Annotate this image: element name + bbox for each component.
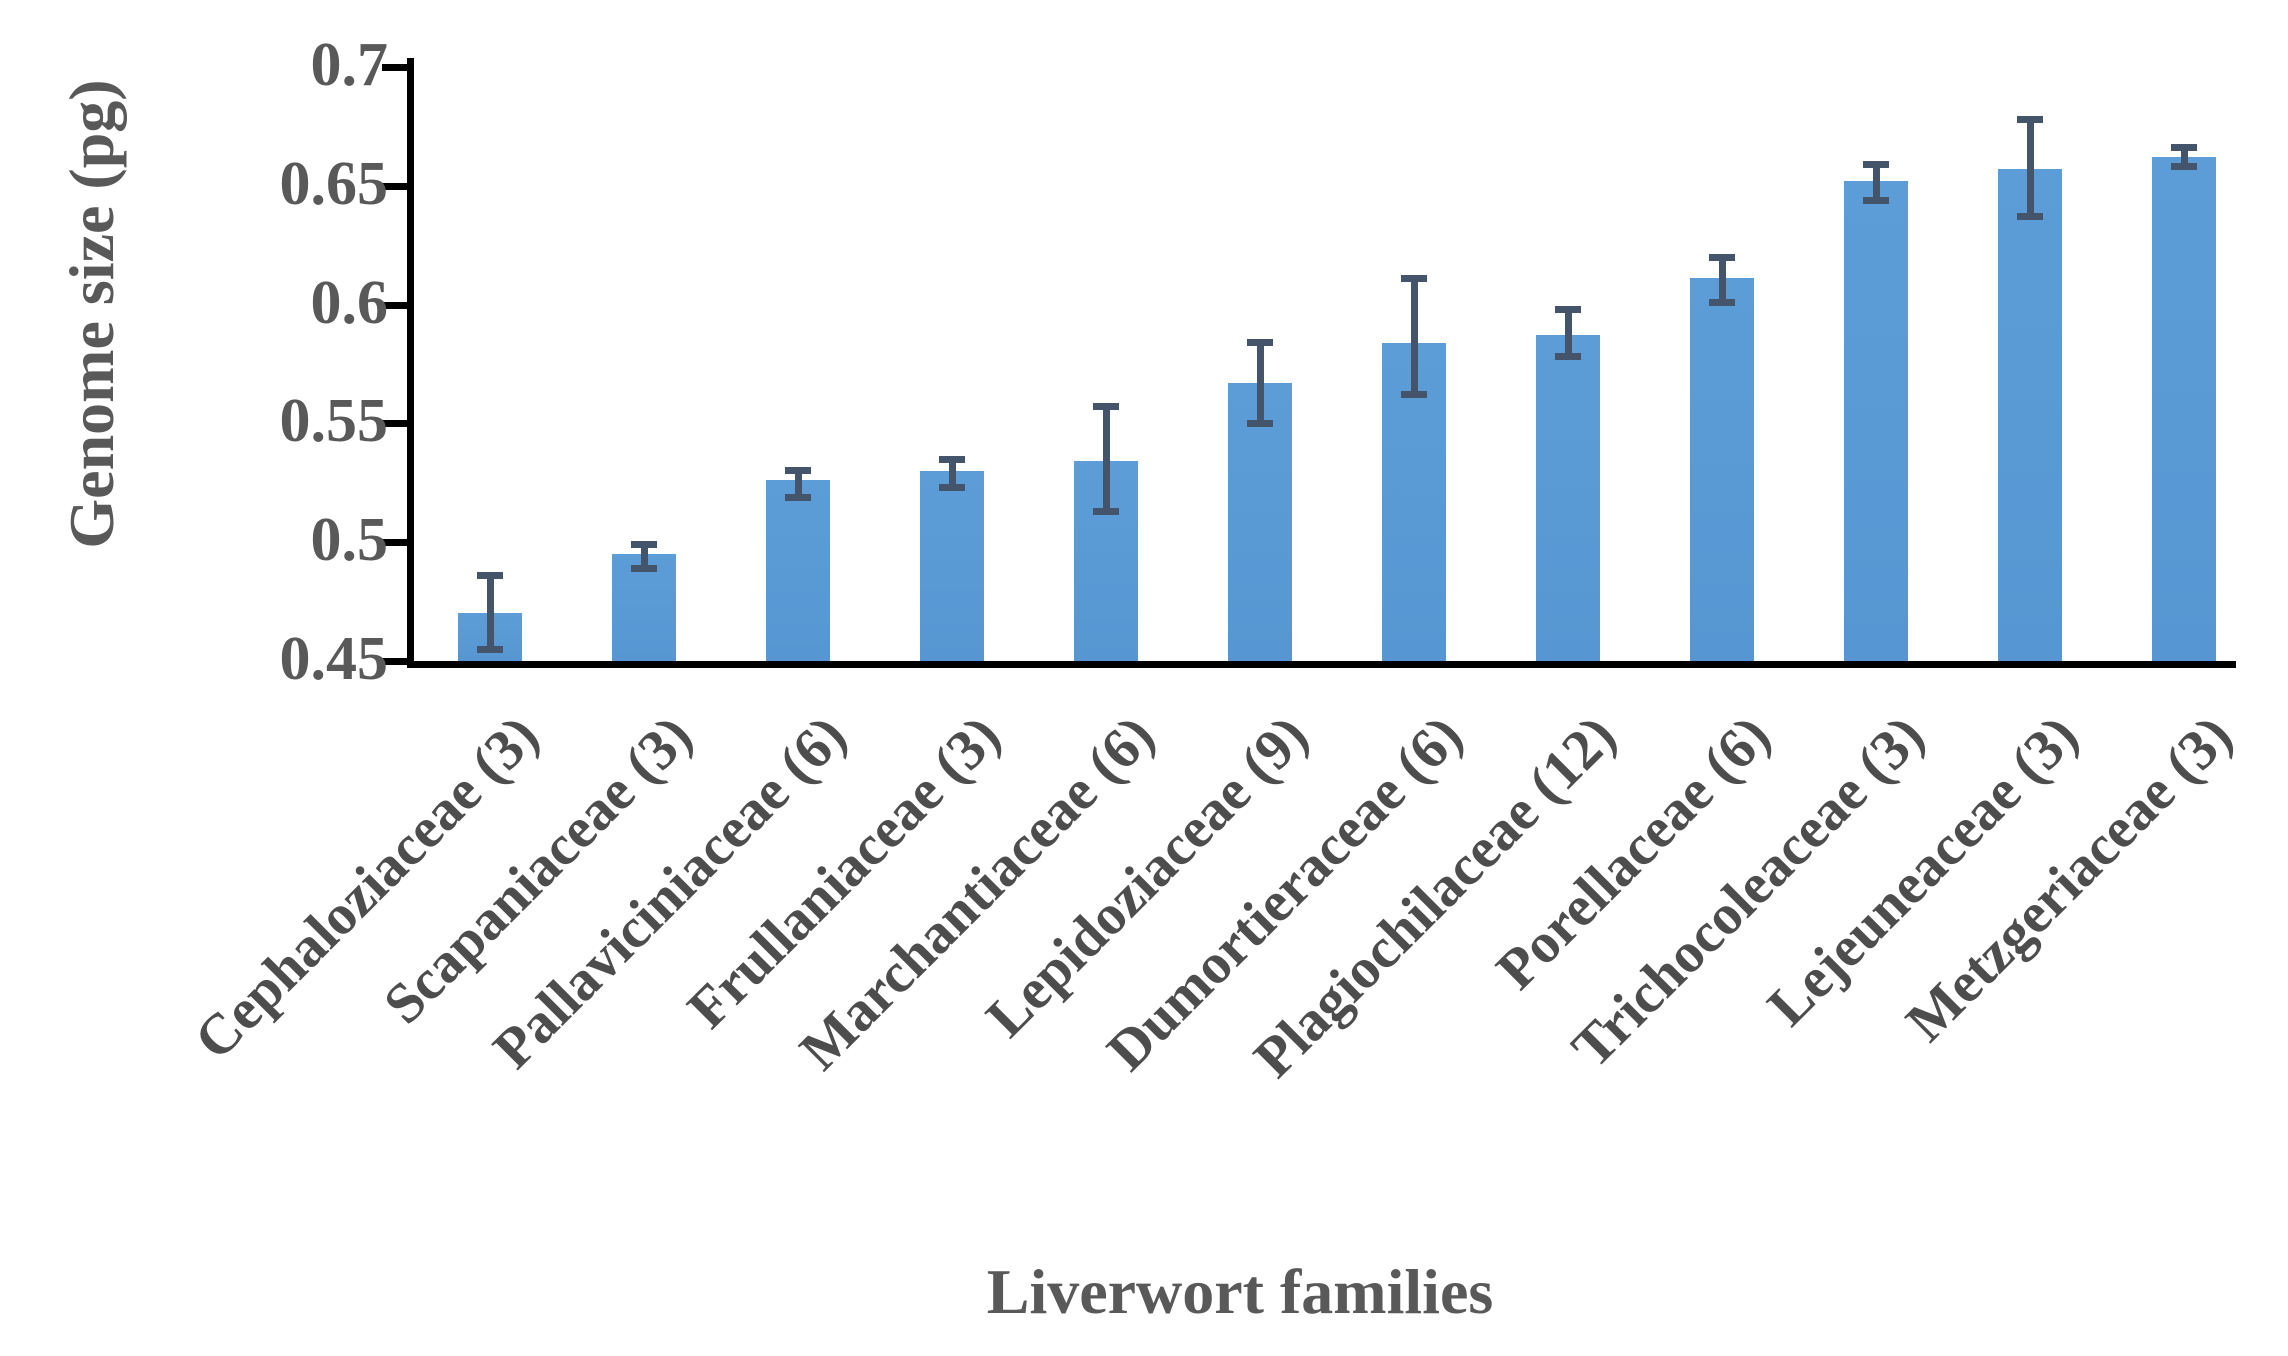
bar bbox=[1998, 169, 2062, 661]
error-bar-cap bbox=[1247, 420, 1273, 427]
bar bbox=[1844, 181, 1908, 661]
error-bar bbox=[795, 471, 802, 497]
bar bbox=[920, 471, 984, 661]
error-bar bbox=[1103, 407, 1110, 512]
y-axis-title: Genome size (pg) bbox=[56, 79, 127, 549]
x-axis-line bbox=[407, 661, 2236, 668]
y-tick-label: 0.7 bbox=[310, 31, 389, 100]
error-bar-cap bbox=[785, 494, 811, 501]
error-bar-cap bbox=[631, 565, 657, 572]
plot-area bbox=[414, 60, 2236, 661]
error-bar bbox=[949, 459, 956, 488]
bar bbox=[2152, 157, 2216, 661]
error-bar-cap bbox=[2017, 213, 2043, 220]
error-bar-cap bbox=[1863, 161, 1889, 168]
y-tick-mark bbox=[382, 183, 410, 190]
error-bar-cap bbox=[785, 467, 811, 474]
error-bar-cap bbox=[1093, 508, 1119, 515]
bar bbox=[1228, 383, 1292, 661]
x-axis-title: Liverwort families bbox=[986, 1256, 1494, 1327]
bar bbox=[1690, 278, 1754, 661]
error-bar bbox=[641, 545, 648, 569]
error-bar bbox=[487, 575, 494, 649]
error-bar-cap bbox=[2171, 144, 2197, 151]
error-bar-cap bbox=[1863, 197, 1889, 204]
error-bar-cap bbox=[939, 484, 965, 491]
y-tick-label: 0.55 bbox=[279, 387, 389, 456]
bar bbox=[1536, 335, 1600, 661]
error-bar bbox=[2027, 119, 2034, 216]
error-bar-cap bbox=[1709, 254, 1735, 261]
y-tick-mark bbox=[382, 658, 410, 665]
bar bbox=[766, 480, 830, 661]
error-bar-cap bbox=[1093, 403, 1119, 410]
error-bar-cap bbox=[477, 572, 503, 579]
error-bar-cap bbox=[631, 541, 657, 548]
error-bar-cap bbox=[1401, 275, 1427, 282]
x-category-label: Porellaceae (6) bbox=[1484, 703, 1783, 1002]
y-tick-mark bbox=[382, 539, 410, 546]
error-bar-cap bbox=[1555, 353, 1581, 360]
y-tick-mark bbox=[382, 302, 410, 309]
error-bar bbox=[1257, 343, 1264, 424]
error-bar-cap bbox=[1555, 306, 1581, 313]
error-bar-cap bbox=[1401, 391, 1427, 398]
error-bar-cap bbox=[2017, 116, 2043, 123]
error-bar bbox=[2181, 148, 2188, 167]
y-tick-mark bbox=[382, 420, 410, 427]
error-bar bbox=[1565, 309, 1572, 357]
y-tick-label: 0.65 bbox=[279, 150, 389, 219]
error-bar-cap bbox=[2171, 163, 2197, 170]
error-bar-cap bbox=[939, 456, 965, 463]
y-tick-mark bbox=[382, 64, 410, 71]
y-tick-label: 0.45 bbox=[279, 625, 389, 694]
y-tick-label: 0.5 bbox=[310, 506, 389, 575]
error-bar-cap bbox=[1709, 299, 1735, 306]
error-bar-cap bbox=[1247, 339, 1273, 346]
error-bar bbox=[1873, 164, 1880, 200]
y-axis-line bbox=[407, 58, 414, 668]
error-bar bbox=[1411, 278, 1418, 394]
error-bar-cap bbox=[477, 646, 503, 653]
y-tick-label: 0.6 bbox=[310, 269, 389, 338]
error-bar bbox=[1719, 257, 1726, 302]
